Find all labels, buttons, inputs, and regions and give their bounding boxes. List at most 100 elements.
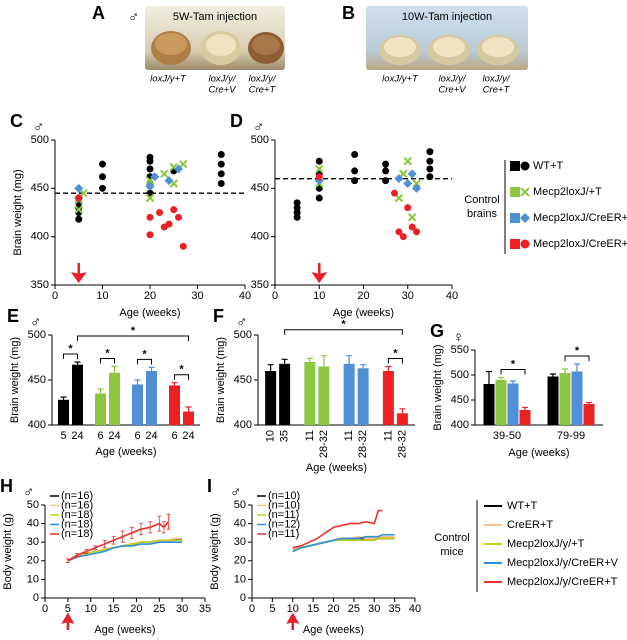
significance-label: * — [131, 325, 136, 337]
bar — [304, 362, 316, 425]
line — [67, 541, 183, 562]
y-tick-label: 450 — [234, 374, 252, 386]
scatter-point — [179, 159, 188, 169]
error-bar — [574, 363, 580, 372]
bar — [343, 363, 355, 425]
legend-swatch — [510, 213, 520, 223]
x-axis-label: Age (weeks) — [333, 307, 394, 319]
x-tick-label: 10 — [96, 290, 108, 302]
line — [292, 537, 395, 553]
scatter-point — [145, 193, 155, 203]
error-bar — [134, 379, 141, 385]
scatter-point — [399, 169, 408, 179]
significance-bracket — [284, 329, 403, 335]
line — [292, 509, 383, 549]
x-tick-label: 30 — [402, 290, 414, 302]
bar — [483, 384, 495, 425]
x-tick-label: 24 — [108, 430, 120, 442]
y-tick-label: 500 — [28, 329, 46, 341]
x-tick-label: 35 — [389, 603, 401, 615]
scatter-point — [293, 204, 301, 212]
error-bar — [550, 373, 556, 377]
y-tick-label: 50 — [234, 499, 246, 511]
scatter-point — [403, 157, 412, 166]
scatter-point — [407, 213, 417, 222]
error-bar — [148, 366, 155, 371]
scatter-point — [164, 176, 174, 186]
scatter-point — [160, 169, 169, 179]
x-tick-label: 40 — [446, 290, 458, 302]
x-tick-label: 11 — [343, 430, 355, 441]
y-tick-label: 0 — [240, 592, 246, 604]
sex-symbol: ♂ — [33, 119, 44, 136]
error-bar — [385, 365, 392, 371]
x-tick-label: 35 — [199, 603, 211, 615]
error-bar — [129, 526, 134, 539]
y-tick-label: 20 — [234, 555, 246, 567]
sex-symbol: ♀ — [453, 329, 464, 346]
panel-label: F — [213, 306, 224, 326]
scatter-point — [426, 165, 434, 173]
y-tick-label: 20 — [27, 555, 39, 567]
n-label: (n=11) — [268, 528, 299, 540]
x-tick-label: 0 — [272, 290, 278, 302]
bar — [58, 399, 69, 425]
error-bar — [586, 401, 592, 404]
scatter-point — [146, 165, 154, 173]
x-tick-label: 10 — [287, 603, 299, 615]
y-tick-label: 450 — [28, 374, 46, 386]
panel-label: I — [207, 476, 212, 496]
legend-label: Mecp2loxJ/y/+T — [507, 538, 585, 550]
y-tick-label: 500 — [451, 369, 469, 381]
y-tick-label: 40 — [27, 518, 39, 530]
error-bar — [75, 552, 79, 558]
error-bar — [148, 521, 153, 534]
scatter-point — [150, 172, 160, 182]
scatter-point — [315, 173, 323, 181]
panel-label: D — [230, 111, 243, 131]
y-tick-label: 450 — [251, 182, 269, 194]
y-tick-label: 50 — [27, 499, 39, 511]
error-bar — [486, 370, 492, 384]
n-label: (n=16) — [61, 499, 93, 511]
y-tick-label: 500 — [31, 134, 49, 146]
scatter-point — [394, 174, 404, 184]
y-axis-label: Body weight (g) — [209, 513, 221, 589]
y-tick-label: 350 — [251, 279, 269, 291]
error-bar — [97, 388, 104, 394]
y-tick-label: 10 — [234, 573, 246, 585]
bar — [72, 364, 83, 425]
y-axis-label: Brain weight (mg) — [9, 337, 21, 423]
error-bar — [161, 521, 166, 534]
sex-symbol: ♂ — [128, 9, 139, 26]
legend-title: Control — [434, 532, 469, 544]
significance-bracket — [387, 358, 403, 364]
sex-symbol: ♂ — [23, 484, 34, 501]
y-tick-label: 10 — [27, 573, 39, 585]
n-label: (n=10) — [268, 490, 300, 502]
significance-label: * — [575, 345, 580, 357]
y-tick-label: 400 — [251, 231, 269, 243]
scatter-point — [351, 151, 359, 158]
legend-label: WT+T — [533, 160, 564, 172]
significance-label: * — [105, 347, 110, 359]
x-tick-label: 6 — [134, 430, 140, 442]
scatter-point — [75, 194, 83, 202]
legend-marker — [520, 187, 530, 197]
x-tick-label: 20 — [357, 290, 369, 302]
x-axis-label: Age (weeks) — [95, 446, 156, 458]
n-label: (n=10) — [268, 499, 300, 511]
significance-label: * — [179, 364, 184, 376]
bar — [583, 404, 595, 425]
y-axis-label: Body weight (g) — [2, 513, 14, 589]
y-tick-label: 450 — [31, 182, 49, 194]
bar — [519, 410, 531, 425]
significance-label: * — [511, 358, 516, 370]
significance-label: * — [341, 319, 346, 331]
legend-label: Mecp2loxJ/y/CreER+V — [507, 557, 619, 569]
error-bar — [157, 515, 162, 532]
error-bar — [84, 549, 89, 554]
injection-arrow — [70, 263, 87, 284]
scatter-point — [175, 213, 182, 221]
